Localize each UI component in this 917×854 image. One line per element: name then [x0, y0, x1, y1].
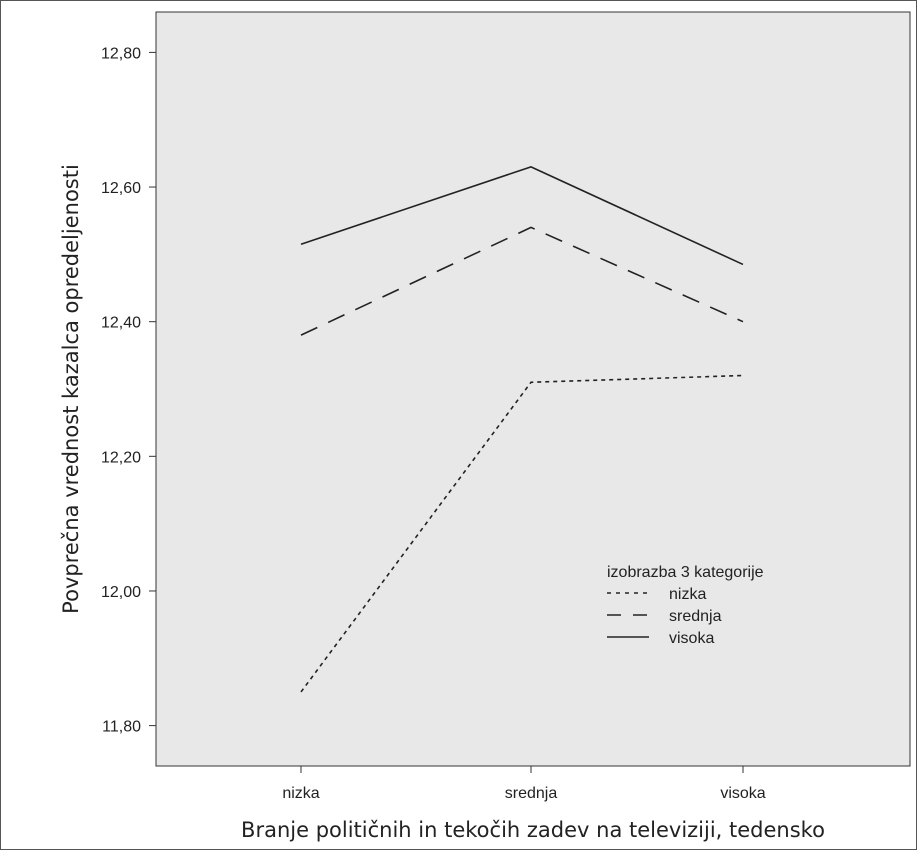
x-axis-label: Branje političnih in tekočih zadev na te…: [241, 818, 825, 842]
y-tick-label: 12,60: [101, 180, 141, 197]
y-tick-label: 12,80: [101, 45, 141, 62]
plot-area: [155, 11, 911, 767]
x-tick-label: srednja: [505, 785, 558, 802]
legend-label-srednja: srednja: [669, 608, 722, 625]
legend: izobrazba 3 kategorije nizka srednja visoka: [607, 564, 764, 647]
y-tick-label: 12,00: [101, 584, 141, 601]
legend-title: izobrazba 3 kategorije: [607, 564, 764, 581]
legend-label-nizka: nizka: [669, 586, 706, 603]
series-line-srednja: [300, 226, 744, 336]
x-tick-label: nizka: [282, 785, 319, 802]
y-tick-label: 11,80: [102, 719, 141, 736]
y-tick-label: 12,20: [101, 449, 141, 466]
legend-label-visoka: visoka: [669, 630, 714, 647]
series-line-nizka: [300, 374, 744, 693]
series-line-visoka: [300, 165, 744, 266]
x-tick-label: visoka: [720, 785, 765, 802]
y-axis-label: Povprečna vrednost kazalca opredeljenost…: [59, 164, 83, 614]
y-tick-label: 12,40: [101, 315, 141, 332]
